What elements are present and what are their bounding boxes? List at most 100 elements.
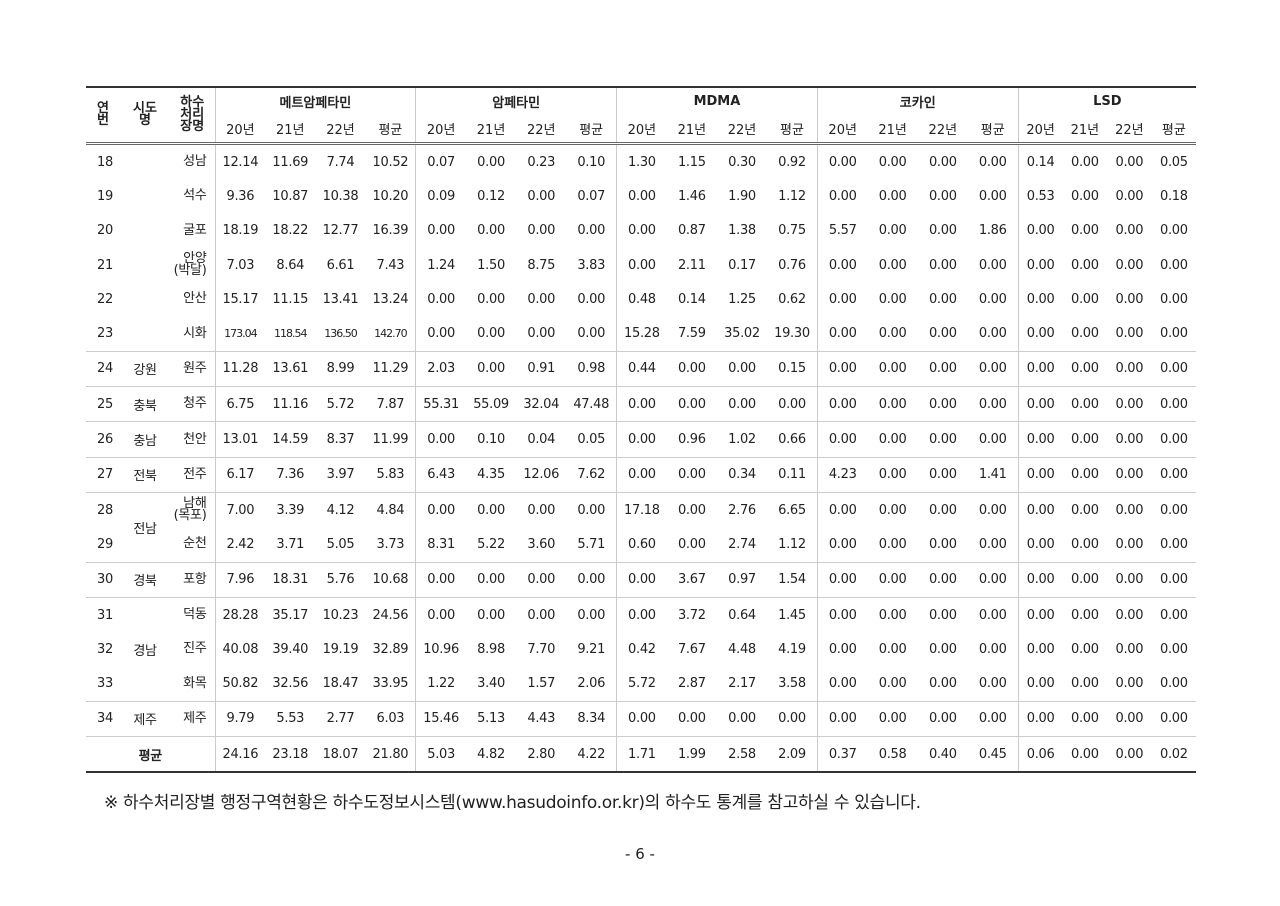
value-cell: 5.13 bbox=[465, 701, 517, 738]
value-cell: 0.00 bbox=[1159, 223, 1188, 239]
value-cell: 0.00 bbox=[1115, 154, 1144, 170]
value-cell: 11.29 bbox=[365, 351, 416, 388]
table-row: 33 화목 50.82 32.56 18.47 33.95 1.22 3.40 1.57 2.06… bbox=[86, 666, 1197, 702]
table-row: 23 시화 173.04 118.54 136.50 142.70 0.00 0.00 0.00… bbox=[86, 316, 1197, 352]
value-cell: 0.00 bbox=[928, 607, 957, 623]
row-number: 30 bbox=[86, 562, 120, 598]
average-cell: 2.09 bbox=[767, 736, 818, 774]
value-cell: 0.00 bbox=[878, 641, 907, 657]
value-cell: 0.00 bbox=[1159, 641, 1188, 657]
value-cell: 1.50 bbox=[477, 257, 505, 273]
value-cell: 13.61 bbox=[265, 351, 316, 388]
average-cell: 0.40 bbox=[917, 736, 968, 774]
value-cell: 0.07 bbox=[577, 188, 606, 204]
row-plant: 화목 bbox=[170, 666, 215, 702]
value-cell: 0.00 bbox=[566, 316, 617, 352]
value-cell: 0.00 bbox=[415, 492, 466, 528]
value-cell: 1.54 bbox=[767, 562, 818, 598]
value-cell: 12.77 bbox=[322, 223, 359, 239]
header-year: 21년 bbox=[867, 114, 918, 145]
value-cell: 6.65 bbox=[778, 502, 806, 518]
table-row: 31 경남 덕동 28.28 35.17 10.23 24.56 0.00 0.00 0.00 0.… bbox=[86, 597, 1196, 702]
value-cell: 0.00 bbox=[816, 632, 868, 667]
value-cell: 3.67 bbox=[666, 562, 717, 598]
value-cell: 0.00 bbox=[1017, 527, 1063, 563]
value-cell: 3.39 bbox=[276, 502, 305, 518]
value-cell: 1.15 bbox=[677, 154, 706, 170]
value-cell: 0.00 bbox=[1017, 247, 1063, 283]
value-cell: 4.12 bbox=[326, 502, 355, 518]
value-cell: 2.77 bbox=[315, 701, 366, 738]
row-number: 34 bbox=[86, 701, 120, 738]
row-plant: 원주 bbox=[170, 351, 215, 388]
drug-concentration-table: 연 번 시도 명 하수 처리 장명 메트암페타민 암페타민 MDMA 코카인 LSD 20년 21… bbox=[86, 86, 1197, 774]
value-cell: 0.10 bbox=[577, 154, 606, 170]
value-cell: 0.00 bbox=[1070, 154, 1099, 170]
header-drug: 암페타민 bbox=[415, 86, 617, 114]
value-cell: 7.96 bbox=[214, 562, 266, 598]
value-cell: 0.42 bbox=[616, 632, 667, 667]
value-cell: 0.00 bbox=[816, 492, 868, 528]
value-cell: 8.75 bbox=[527, 257, 556, 273]
value-cell: 15.46 bbox=[415, 701, 466, 738]
value-cell: 0.00 bbox=[477, 502, 505, 518]
value-cell: 0.00 bbox=[1017, 351, 1063, 388]
value-cell: 0.00 bbox=[1115, 502, 1144, 518]
value-cell: 8.31 bbox=[415, 527, 466, 563]
value-cell: 0.00 bbox=[1151, 527, 1197, 563]
row-sido: 제주 bbox=[120, 701, 170, 738]
row-number: 29 bbox=[86, 527, 120, 563]
average-cell: 0.45 bbox=[967, 736, 1019, 774]
value-cell: 0.00 bbox=[415, 597, 466, 633]
value-cell: 0.00 bbox=[878, 154, 907, 170]
value-cell: 0.00 bbox=[917, 701, 968, 738]
value-cell: 3.72 bbox=[677, 607, 706, 623]
value-cell: 2.87 bbox=[666, 666, 717, 702]
value-cell: 0.00 bbox=[616, 562, 667, 598]
value-cell: 3.71 bbox=[265, 527, 316, 563]
value-cell: 11.15 bbox=[272, 291, 309, 307]
value-cell: 0.00 bbox=[1151, 421, 1197, 458]
value-cell: 0.00 bbox=[415, 213, 466, 248]
value-cell: 1.90 bbox=[728, 188, 756, 204]
average-cell: 18.07 bbox=[315, 736, 366, 774]
average-cell: 21.80 bbox=[365, 736, 416, 774]
value-cell: 40.08 bbox=[214, 632, 266, 667]
value-cell: 0.00 bbox=[1151, 701, 1197, 738]
value-cell: 0.87 bbox=[677, 223, 706, 239]
value-cell: 0.00 bbox=[928, 223, 957, 239]
value-cell: 3.73 bbox=[365, 527, 416, 563]
value-cell: 0.00 bbox=[1062, 421, 1108, 458]
value-cell: 4.43 bbox=[516, 701, 567, 738]
value-cell: 0.00 bbox=[1151, 351, 1197, 388]
value-cell: 2.42 bbox=[214, 527, 266, 563]
header-plant: 하수 처리 장명 bbox=[170, 86, 215, 145]
value-cell: 4.35 bbox=[465, 457, 517, 493]
value-cell: 0.00 bbox=[1107, 562, 1152, 598]
row-plant: 덕동 bbox=[183, 607, 207, 622]
value-cell: 118.54 bbox=[265, 316, 316, 352]
value-cell: 10.68 bbox=[365, 562, 416, 598]
value-cell: 18.47 bbox=[315, 666, 366, 702]
value-cell: 17.18 bbox=[616, 492, 667, 528]
average-cell: 0.37 bbox=[816, 736, 868, 774]
header-year: 21년 bbox=[666, 114, 717, 145]
value-cell: 0.60 bbox=[616, 527, 667, 563]
row-sido bbox=[120, 143, 170, 352]
value-cell: 0.00 bbox=[978, 502, 1007, 518]
value-cell: 50.82 bbox=[214, 666, 266, 702]
value-cell: 0.00 bbox=[816, 386, 868, 423]
value-cell: 0.00 bbox=[577, 607, 606, 623]
value-cell: 0.00 bbox=[415, 316, 466, 352]
value-cell: 0.05 bbox=[566, 421, 617, 458]
value-cell: 0.00 bbox=[1017, 597, 1063, 633]
value-cell: 0.00 bbox=[967, 421, 1019, 458]
value-cell: 0.00 bbox=[816, 666, 868, 702]
value-cell: 0.00 bbox=[1062, 351, 1108, 388]
row-sido: 경남 bbox=[120, 597, 170, 702]
value-cell: 0.00 bbox=[666, 351, 717, 388]
value-cell: 6.75 bbox=[214, 386, 266, 423]
value-cell: 11.69 bbox=[272, 154, 309, 170]
value-cell: 0.00 bbox=[1151, 666, 1197, 702]
value-cell: 0.00 bbox=[928, 154, 957, 170]
